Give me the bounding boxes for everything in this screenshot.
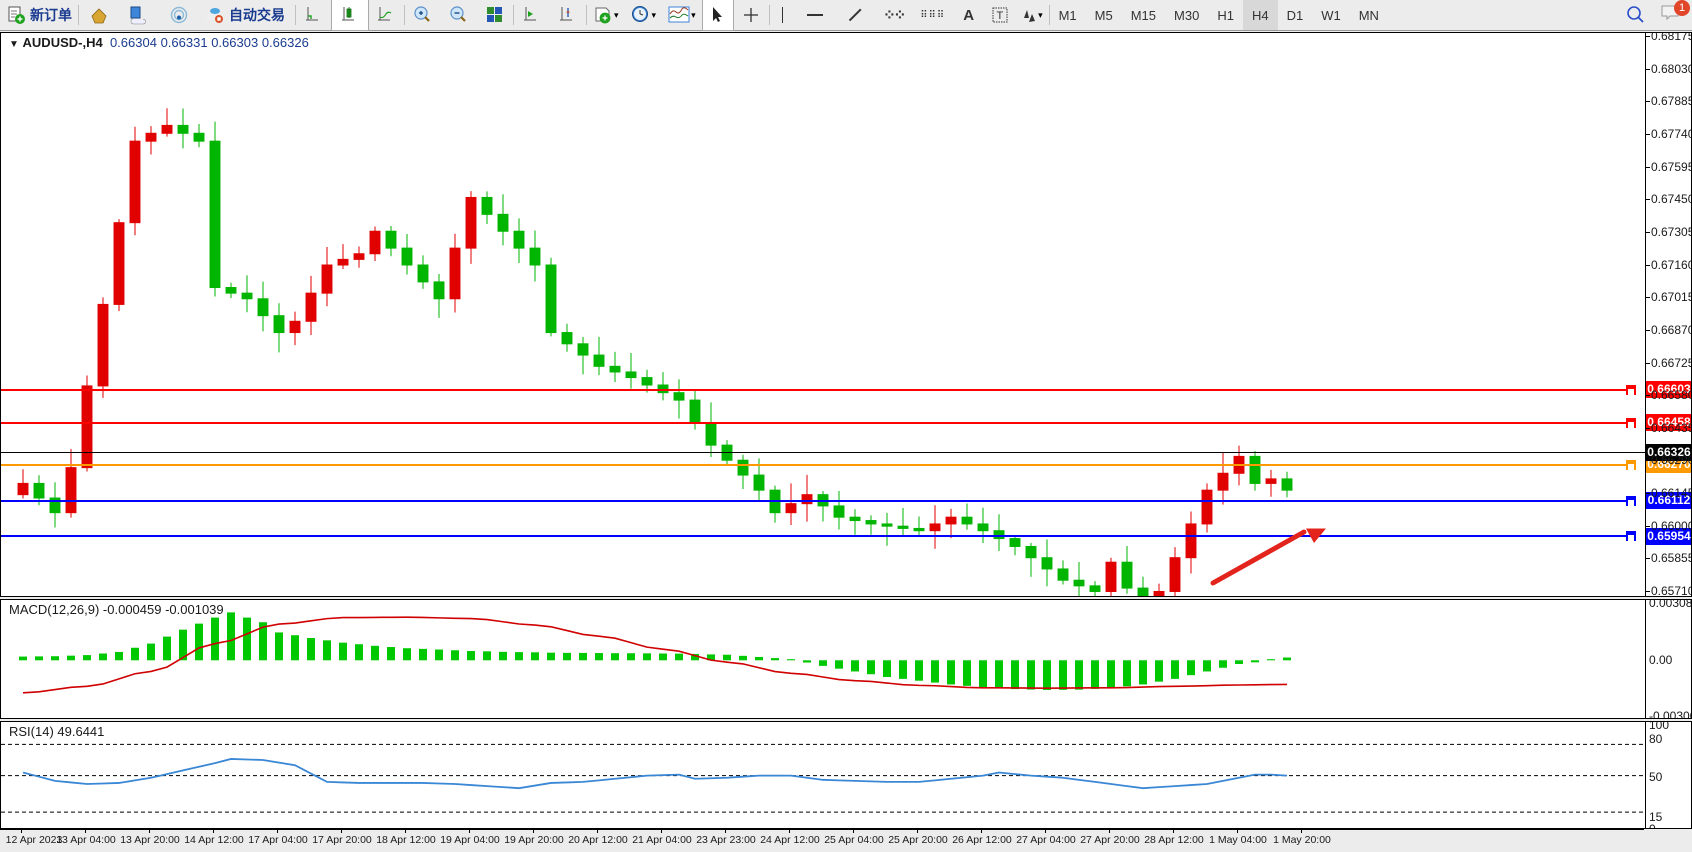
svg-text:T: T bbox=[997, 10, 1004, 22]
